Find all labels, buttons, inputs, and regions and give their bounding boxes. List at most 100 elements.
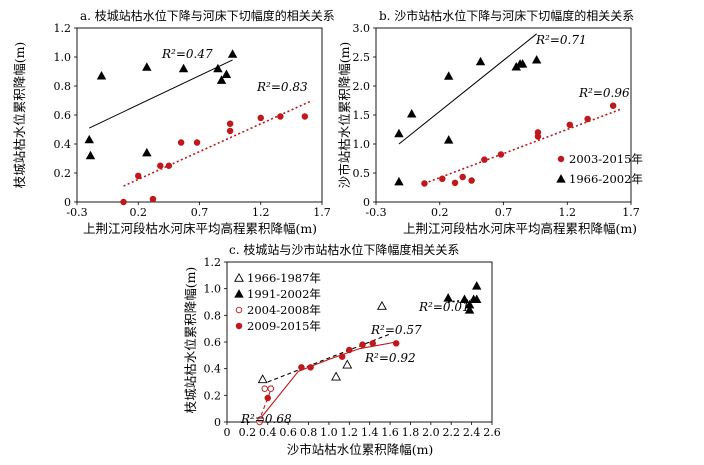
x-tick-label: 1.6 <box>381 426 399 439</box>
data-point <box>342 359 353 369</box>
data-point <box>566 121 574 129</box>
y-tick-label: 0 <box>214 416 221 429</box>
y-tick-label: 0.2 <box>54 167 72 180</box>
data-point <box>267 385 275 392</box>
legend-marker <box>235 322 243 330</box>
x-tick-label: 0.4 <box>259 426 277 439</box>
y-tick-label: 0.2 <box>204 389 222 402</box>
data-point <box>298 364 305 371</box>
trendline <box>267 333 391 383</box>
data-point <box>257 416 264 423</box>
y-tick-label: 0 <box>64 196 71 209</box>
data-point <box>439 175 446 183</box>
x-tick-label: 0.6 <box>279 426 297 439</box>
y-tick-label: 2.0 <box>353 80 371 93</box>
data-point <box>443 71 454 80</box>
data-point <box>609 102 617 109</box>
y-tick-label: 0.8 <box>204 309 222 322</box>
data-point <box>142 147 152 157</box>
data-point <box>216 75 227 84</box>
x-axis-label: 沙市站枯水位累积降幅(m) <box>287 442 434 457</box>
data-point <box>497 151 505 158</box>
data-point <box>261 385 268 392</box>
r2-label: R²=0.96 <box>578 86 630 100</box>
data-point <box>307 364 314 371</box>
data-point <box>84 134 94 144</box>
data-point <box>394 176 404 186</box>
x-tick-label: -0.3 <box>66 206 87 219</box>
legend-label: 1966-1987年 <box>247 271 321 285</box>
y-axis-label: 枝城站枯水位累积降幅(m) <box>12 42 27 189</box>
data-point <box>451 179 459 187</box>
x-tick-label: 2.0 <box>422 426 440 439</box>
y-tick-label: 1.0 <box>54 51 72 64</box>
data-point <box>421 180 428 187</box>
data-point <box>178 63 189 73</box>
data-point <box>134 172 142 180</box>
y-axis-label: 枝城站枯水位累积降幅(m) <box>183 267 198 414</box>
r2-label: R²=0.83 <box>256 80 308 94</box>
data-point <box>264 394 272 402</box>
y-tick-label: 0.6 <box>54 109 72 122</box>
y-tick-label: 0.8 <box>54 80 72 93</box>
trendline <box>89 59 233 129</box>
legend-label: 1991-2002年 <box>247 287 321 301</box>
x-tick-label: 2.2 <box>442 426 460 439</box>
x-tick-label: 0.2 <box>130 206 148 219</box>
x-tick-label: 1.7 <box>622 206 640 219</box>
data-point <box>531 55 542 64</box>
data-point <box>221 69 232 79</box>
data-point <box>392 340 400 347</box>
data-point <box>406 109 417 118</box>
data-point <box>213 63 223 73</box>
data-point <box>157 162 164 169</box>
x-tick-label: 1.8 <box>402 426 420 439</box>
data-point <box>394 128 404 138</box>
x-tick-label: -0.3 <box>365 206 386 219</box>
data-point <box>534 133 542 140</box>
legend-label: 2004-2008年 <box>247 303 321 317</box>
x-tick-label: 1.0 <box>320 426 338 439</box>
r2-label: R²=0.57 <box>370 323 422 337</box>
data-point <box>257 374 268 384</box>
y-tick-label: 1.2 <box>54 22 72 35</box>
x-tick-label: 2.4 <box>463 426 481 439</box>
data-point <box>165 162 173 169</box>
x-tick-label: 1.2 <box>341 426 359 439</box>
legend-marker <box>235 306 243 314</box>
y-tick-label: 0.5 <box>353 167 371 180</box>
r2-label: R²=0.68 <box>240 412 292 426</box>
data-point <box>369 340 377 347</box>
y-tick-label: 0.6 <box>204 336 222 349</box>
legend-label: 2003-2015年 <box>569 152 643 166</box>
x-axis-label: 上荆江河段枯水河床平均高程累积降幅(m) <box>403 221 637 236</box>
x-tick-label: 1.2 <box>559 206 577 219</box>
data-point <box>359 341 366 348</box>
data-point <box>149 195 157 203</box>
y-axis-label: 沙市站枯水位累积降幅(m) <box>337 42 352 189</box>
legend-marker <box>556 174 566 183</box>
x-tick-label: 0 <box>224 426 231 439</box>
data-point <box>338 353 346 360</box>
chart-title: c. 枝城站与沙市站枯水位下降幅度相关关系 <box>229 242 459 257</box>
data-point <box>472 294 482 303</box>
r2-label: R²=0.01 <box>418 300 470 314</box>
data-point <box>443 293 453 302</box>
data-point <box>443 135 454 144</box>
data-point <box>331 371 342 381</box>
y-tick-label: 0.4 <box>54 138 72 151</box>
data-point <box>472 281 482 290</box>
chart-b: b. 沙市站枯水位下降与河床下切幅度的相关关系上荆江河段枯水河床平均高程累积降幅… <box>337 8 643 236</box>
data-point <box>468 177 475 184</box>
data-point <box>301 113 309 120</box>
chart-title: a. 枝城站枯水位下降与河床下切幅度的相关关系 <box>80 8 335 23</box>
y-tick-label: 3.0 <box>353 22 371 35</box>
data-point <box>96 71 107 80</box>
x-tick-label: 0.8 <box>300 426 318 439</box>
data-point <box>376 300 387 310</box>
data-point <box>277 113 284 120</box>
data-point <box>517 59 528 68</box>
x-tick-label: 0.2 <box>431 206 449 219</box>
